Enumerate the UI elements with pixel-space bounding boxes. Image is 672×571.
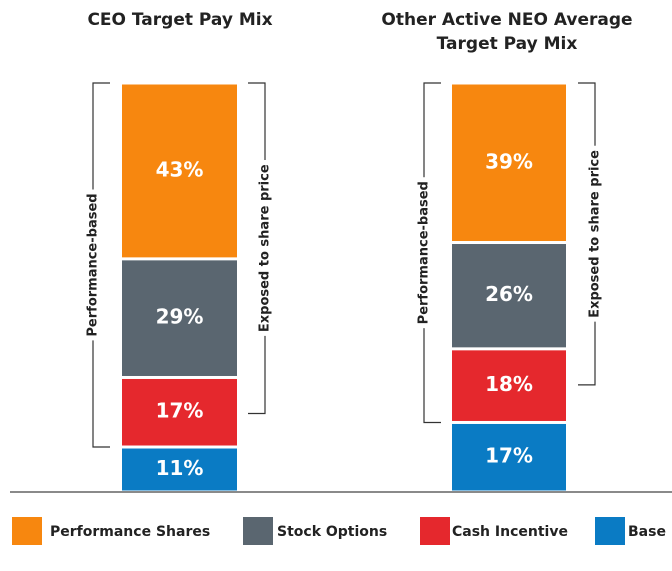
- bar-segment: [452, 423, 566, 491]
- bracket: [578, 82, 596, 386]
- legend-swatch: [595, 517, 625, 545]
- value-label: 17%: [485, 444, 533, 468]
- bracket: [423, 82, 441, 424]
- legend-swatch: [420, 517, 450, 545]
- bracket: [92, 82, 110, 448]
- legend-label: Base: [628, 524, 666, 540]
- bar-segment: [122, 448, 237, 491]
- bracket-label: Exposed to share price: [258, 164, 273, 332]
- legend-swatch: [243, 517, 273, 545]
- bar-segment: [122, 378, 237, 446]
- value-label: 43%: [156, 157, 204, 181]
- bracket-label: Performance-based: [86, 193, 101, 336]
- value-label: 39%: [485, 149, 533, 173]
- legend-label: Cash Incentive: [452, 524, 568, 540]
- value-label: 17%: [156, 399, 204, 423]
- bar-segment: [452, 350, 566, 421]
- legend-label: Stock Options: [277, 524, 387, 540]
- value-label: 18%: [485, 372, 533, 396]
- bar-segment: [452, 84, 566, 242]
- value-label: 29%: [156, 305, 204, 329]
- chart-title: CEO Target Pay Mix: [87, 10, 273, 30]
- bar-segment: [452, 244, 566, 348]
- bracket-label: Performance-based: [417, 181, 432, 324]
- bracket-label: Exposed to share price: [588, 150, 603, 318]
- bar-segment: [122, 260, 237, 376]
- bar-segment: [122, 84, 237, 258]
- value-label: 26%: [485, 282, 533, 306]
- legend-label: Performance Shares: [50, 524, 210, 540]
- chart-title: Other Active NEO Average Target Pay Mix: [381, 10, 633, 54]
- value-label: 11%: [156, 456, 204, 480]
- legend-swatch: [12, 517, 42, 545]
- bracket: [248, 82, 266, 415]
